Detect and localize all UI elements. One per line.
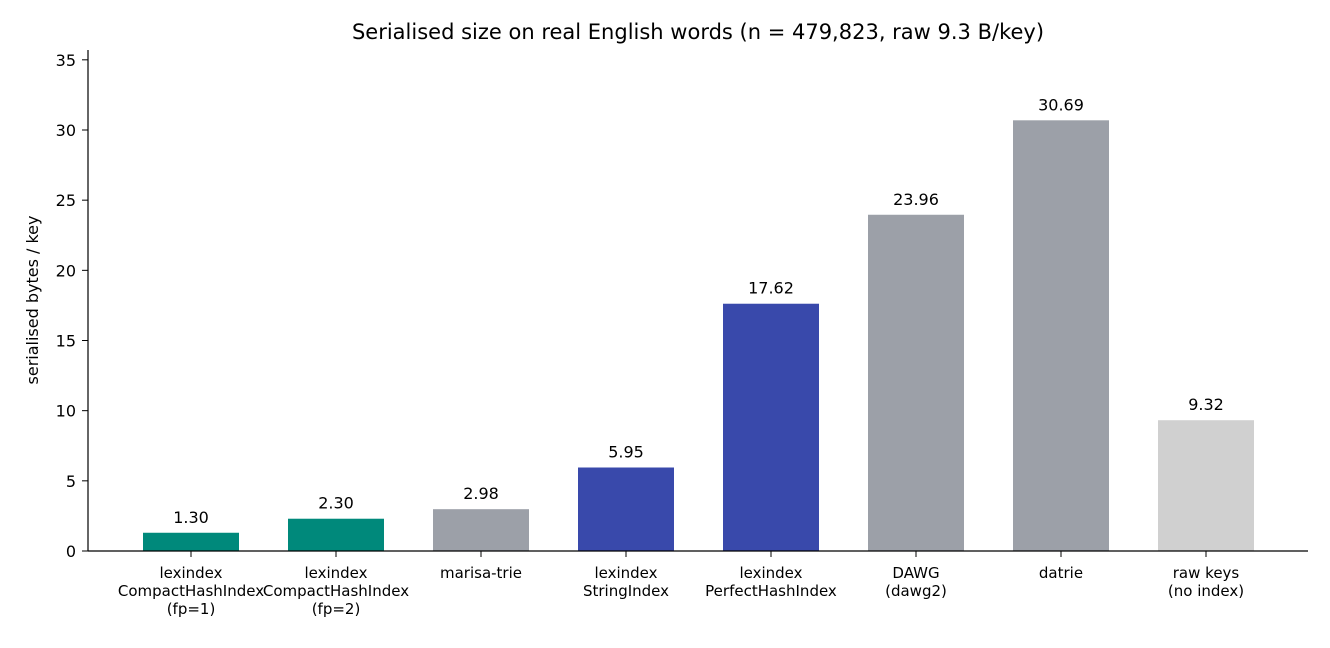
value-label: 2.98 (463, 484, 499, 503)
value-label: 2.30 (318, 494, 354, 513)
y-tick-label: 5 (66, 472, 76, 491)
x-tick-label: datrie (1039, 564, 1083, 582)
x-tick-label: marisa-trie (440, 564, 522, 582)
bar (288, 518, 384, 551)
chart-title: Serialised size on real English words (n… (352, 20, 1044, 44)
bar (723, 303, 819, 551)
y-tick-label: 0 (66, 542, 76, 561)
y-tick-label: 35 (56, 51, 76, 70)
value-label: 23.96 (893, 190, 939, 209)
value-label: 9.32 (1188, 395, 1224, 414)
value-label: 30.69 (1038, 95, 1084, 114)
value-label: 5.95 (608, 443, 644, 462)
y-tick-label: 10 (56, 402, 76, 421)
x-tick-label: lexindex CompactHashIndex (fp=2) (263, 564, 409, 618)
x-tick-label: lexindex PerfectHashIndex (705, 564, 837, 600)
x-tick-label: raw keys (no index) (1168, 564, 1244, 600)
bar (578, 467, 674, 551)
value-label: 17.62 (748, 279, 794, 298)
bar (143, 532, 239, 551)
bar (1158, 420, 1254, 551)
bar (868, 214, 964, 551)
y-tick-label: 20 (56, 261, 76, 280)
y-tick-label: 25 (56, 191, 76, 210)
bar (1013, 120, 1109, 551)
x-tick-label: DAWG (dawg2) (885, 564, 947, 600)
x-tick-label: lexindex CompactHashIndex (fp=1) (118, 564, 264, 618)
x-tick-label: lexindex StringIndex (583, 564, 669, 600)
y-tick-label: 15 (56, 331, 76, 350)
y-axis-label: serialised bytes / key (23, 216, 42, 385)
bar (433, 509, 529, 551)
y-tick-label: 30 (56, 121, 76, 140)
value-label: 1.30 (173, 508, 209, 527)
